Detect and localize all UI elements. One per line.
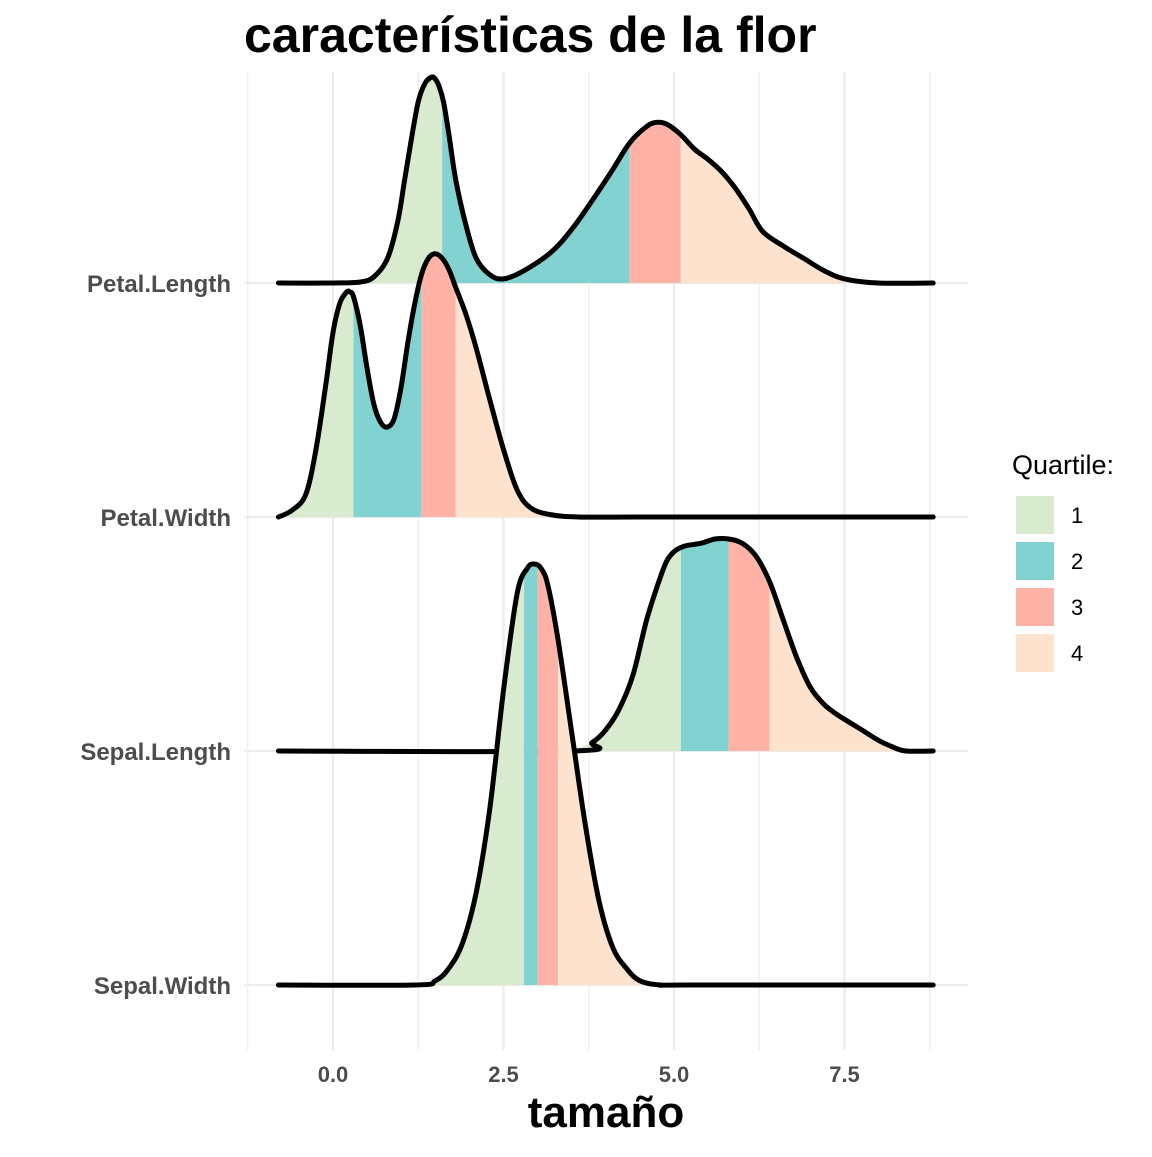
quartile-2-area (353, 274, 422, 517)
density-line (275, 561, 936, 988)
y-tick-label: Sepal.Width (94, 973, 231, 1000)
chart-title: características de la flor (244, 7, 817, 63)
x-tick-label: 7.5 (829, 1062, 860, 1087)
legend-label: 4 (1071, 641, 1083, 666)
x-axis-title: tamaño (528, 1088, 684, 1137)
legend-swatch (1016, 588, 1054, 626)
ridge-petal-length (275, 74, 936, 286)
legend-title: Quartile: (1012, 450, 1114, 480)
quartile-4-area (558, 639, 934, 985)
legend-label: 3 (1071, 595, 1083, 620)
quartile-1-area (278, 292, 354, 517)
y-tick-label: Petal.Length (87, 271, 231, 298)
quartile-3-area (421, 253, 456, 517)
legend-label: 1 (1071, 503, 1083, 528)
quartile-3-area (629, 122, 681, 284)
y-tick-labels: Petal.Length Petal.Width Sepal.Length Sepal… (80, 271, 231, 1000)
legend-swatch (1016, 496, 1054, 534)
quartile-1-area (278, 547, 681, 751)
y-tick-label: Sepal.Length (80, 739, 231, 766)
density-line (275, 251, 936, 520)
quartile-4-area (769, 581, 934, 751)
x-tick-label: 2.5 (488, 1062, 519, 1087)
quartile-4-area (455, 287, 934, 517)
y-tick-label: Petal.Width (101, 505, 231, 532)
density-line (275, 535, 936, 755)
x-tick-labels: 0.0 2.5 5.0 7.5 (318, 1062, 860, 1087)
legend-label: 2 (1071, 549, 1083, 574)
ridge-sepal-width (275, 561, 936, 988)
density-line (275, 74, 936, 286)
quartile-2-area (680, 539, 729, 751)
legend-swatch (1016, 634, 1054, 672)
quartile-3-area (728, 539, 770, 751)
x-tick-label: 0.0 (318, 1062, 349, 1087)
quartile-2-area (442, 97, 630, 283)
legend-swatch (1016, 542, 1054, 580)
quartile-3-area (537, 566, 559, 985)
legend: Quartile: 1 2 3 4 (1012, 450, 1114, 672)
quartile-4-area (680, 134, 934, 283)
ridge-petal-width (275, 251, 936, 520)
x-tick-label: 5.0 (659, 1062, 690, 1087)
ridge-sepal-length (275, 535, 936, 755)
quartile-1-area (278, 78, 443, 284)
quartile-1-area (278, 576, 524, 985)
quartile-2-area (523, 564, 538, 985)
ridges (275, 74, 936, 988)
